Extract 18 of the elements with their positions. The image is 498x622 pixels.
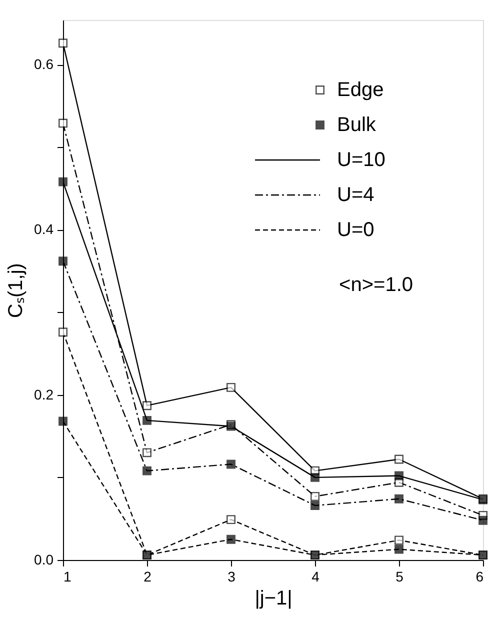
x-tick-label: 3 [228, 568, 236, 584]
legend-label: Bulk [337, 114, 377, 136]
y-tick-label: 0.0 [34, 552, 54, 568]
annotation: U=10 [337, 149, 386, 171]
x-tick-label: 2 [144, 568, 152, 584]
x-tick-label: 5 [396, 568, 404, 584]
y-tick-label: 0.4 [34, 221, 54, 238]
annotation: U=4 [337, 184, 374, 206]
legend-label: Edge [337, 79, 384, 101]
annotation: U=0 [337, 219, 374, 241]
y-tick-label: 0.6 [34, 56, 54, 72]
x-tick-label: 4 [312, 568, 320, 584]
x-tick-label: 6 [476, 568, 484, 584]
annotation: <n>=1.0 [339, 274, 413, 296]
x-tick-label: 1 [64, 568, 72, 584]
y-tick-label: 0.2 [34, 386, 54, 402]
x-axis-title: |j−1| [254, 588, 292, 610]
y-axis-title: Cₛ(1,j) [5, 263, 28, 318]
